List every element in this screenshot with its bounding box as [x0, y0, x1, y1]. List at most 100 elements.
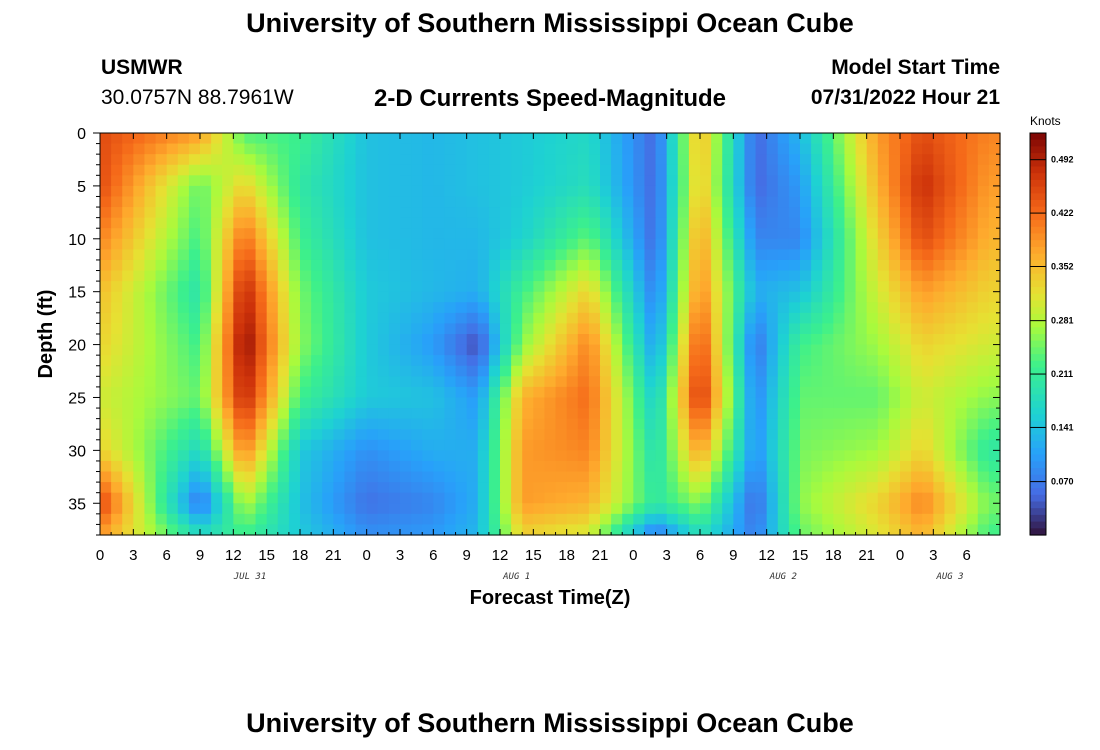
heatmap-cell: [877, 492, 890, 504]
heatmap-cell: [355, 524, 368, 536]
heatmap-cell: [144, 503, 157, 515]
heatmap-cell: [588, 450, 601, 462]
heatmap-cell: [722, 334, 734, 346]
heatmap-cell: [844, 217, 857, 229]
heatmap-cell: [622, 482, 634, 494]
colorbar-tick-label: 0.492: [1051, 155, 1074, 165]
heatmap-cell: [755, 355, 768, 367]
heatmap-cell: [900, 312, 912, 325]
heatmap-cell: [500, 143, 512, 155]
heatmap-cell: [922, 365, 934, 377]
heatmap-cell: [711, 482, 723, 494]
heatmap-cell: [633, 429, 646, 441]
heatmap-cell: [388, 524, 401, 536]
colorbar-segment: [1030, 133, 1046, 141]
heatmap-cell: [933, 185, 946, 198]
heatmap-cell: [444, 365, 457, 377]
colorbar-segment: [1030, 434, 1046, 442]
heatmap-cell: [988, 408, 1001, 420]
heatmap-cell: [333, 154, 346, 166]
heatmap-cell: [577, 133, 590, 145]
heatmap-cell: [244, 513, 257, 526]
heatmap-cell: [711, 249, 723, 261]
heatmap-cell: [933, 228, 946, 240]
heatmap-cell: [633, 408, 646, 420]
heatmap-cell: [255, 154, 268, 166]
heatmap-cell: [800, 302, 812, 314]
heatmap-cell: [811, 513, 823, 526]
heatmap-cell: [311, 133, 323, 145]
heatmap-cell: [588, 143, 601, 155]
heatmap-cell: [833, 365, 846, 377]
heatmap-cell: [500, 460, 512, 473]
heatmap-cell: [644, 460, 657, 473]
heatmap-cell: [555, 503, 568, 515]
heatmap-cell: [500, 228, 512, 240]
heatmap-cell: [255, 302, 268, 314]
heatmap-cell: [733, 217, 746, 229]
heatmap-cell: [200, 492, 212, 504]
heatmap-cell: [388, 196, 401, 208]
heatmap-cell: [100, 291, 112, 303]
heatmap-cell: [833, 429, 846, 441]
heatmap-cell: [855, 323, 868, 335]
heatmap-cell: [277, 334, 290, 346]
heatmap-cell: [588, 365, 601, 377]
heatmap-cell: [100, 312, 112, 325]
heatmap-cell: [100, 344, 112, 356]
heatmap-cell: [388, 249, 401, 261]
heatmap-cell: [688, 312, 701, 325]
heatmap-cell: [144, 217, 157, 229]
heatmap-cell: [766, 355, 779, 367]
heatmap-cell: [366, 291, 379, 303]
heatmap-cell: [633, 334, 646, 346]
heatmap-cell: [177, 133, 190, 145]
heatmap-cell: [388, 217, 401, 229]
heatmap-cell: [866, 418, 879, 430]
heatmap-cell: [977, 312, 990, 325]
heatmap-cell: [422, 439, 434, 451]
heatmap-cell: [466, 154, 479, 166]
heatmap-cell: [566, 460, 579, 473]
heatmap-cell: [622, 503, 634, 515]
heatmap-cell: [988, 365, 1001, 377]
heatmap-cell: [511, 196, 523, 208]
heatmap-cell: [966, 344, 979, 356]
heatmap-cell: [488, 143, 501, 155]
heatmap-cell: [677, 207, 690, 219]
heatmap-cell: [100, 492, 112, 504]
heatmap-cell: [466, 175, 479, 187]
heatmap-cell: [311, 429, 323, 441]
heatmap-cell: [533, 133, 546, 145]
heatmap-cell: [400, 259, 412, 272]
heatmap-cell: [300, 334, 312, 346]
heatmap-cell: [511, 365, 523, 377]
heatmap-cell: [477, 386, 490, 399]
heatmap-cell: [277, 228, 290, 240]
heatmap-cell: [355, 259, 368, 272]
heatmap-cell: [344, 397, 357, 409]
heatmap-cell: [833, 355, 846, 367]
heatmap-cell: [855, 207, 868, 219]
heatmap-cell: [433, 386, 446, 399]
heatmap-cell: [633, 312, 646, 325]
heatmap-cell: [866, 270, 879, 282]
heatmap-cell: [588, 270, 601, 282]
heatmap-cell: [755, 164, 768, 176]
heatmap-cell: [555, 143, 568, 155]
heatmap-cell: [733, 524, 746, 536]
heatmap-cell: [122, 524, 134, 536]
heatmap-cell: [377, 270, 390, 282]
heatmap-cell: [844, 312, 857, 325]
heatmap-cell: [211, 429, 223, 441]
heatmap-cell: [411, 259, 423, 272]
heatmap-cell: [555, 249, 568, 261]
heatmap-cell: [522, 154, 534, 166]
heatmap-cell: [688, 196, 701, 208]
heatmap-cell: [766, 386, 779, 399]
heatmap-cell: [711, 164, 723, 176]
heatmap-cell: [544, 386, 557, 399]
heatmap-cell: [722, 249, 734, 261]
heatmap-cell: [711, 524, 723, 536]
heatmap-cell: [800, 386, 812, 399]
